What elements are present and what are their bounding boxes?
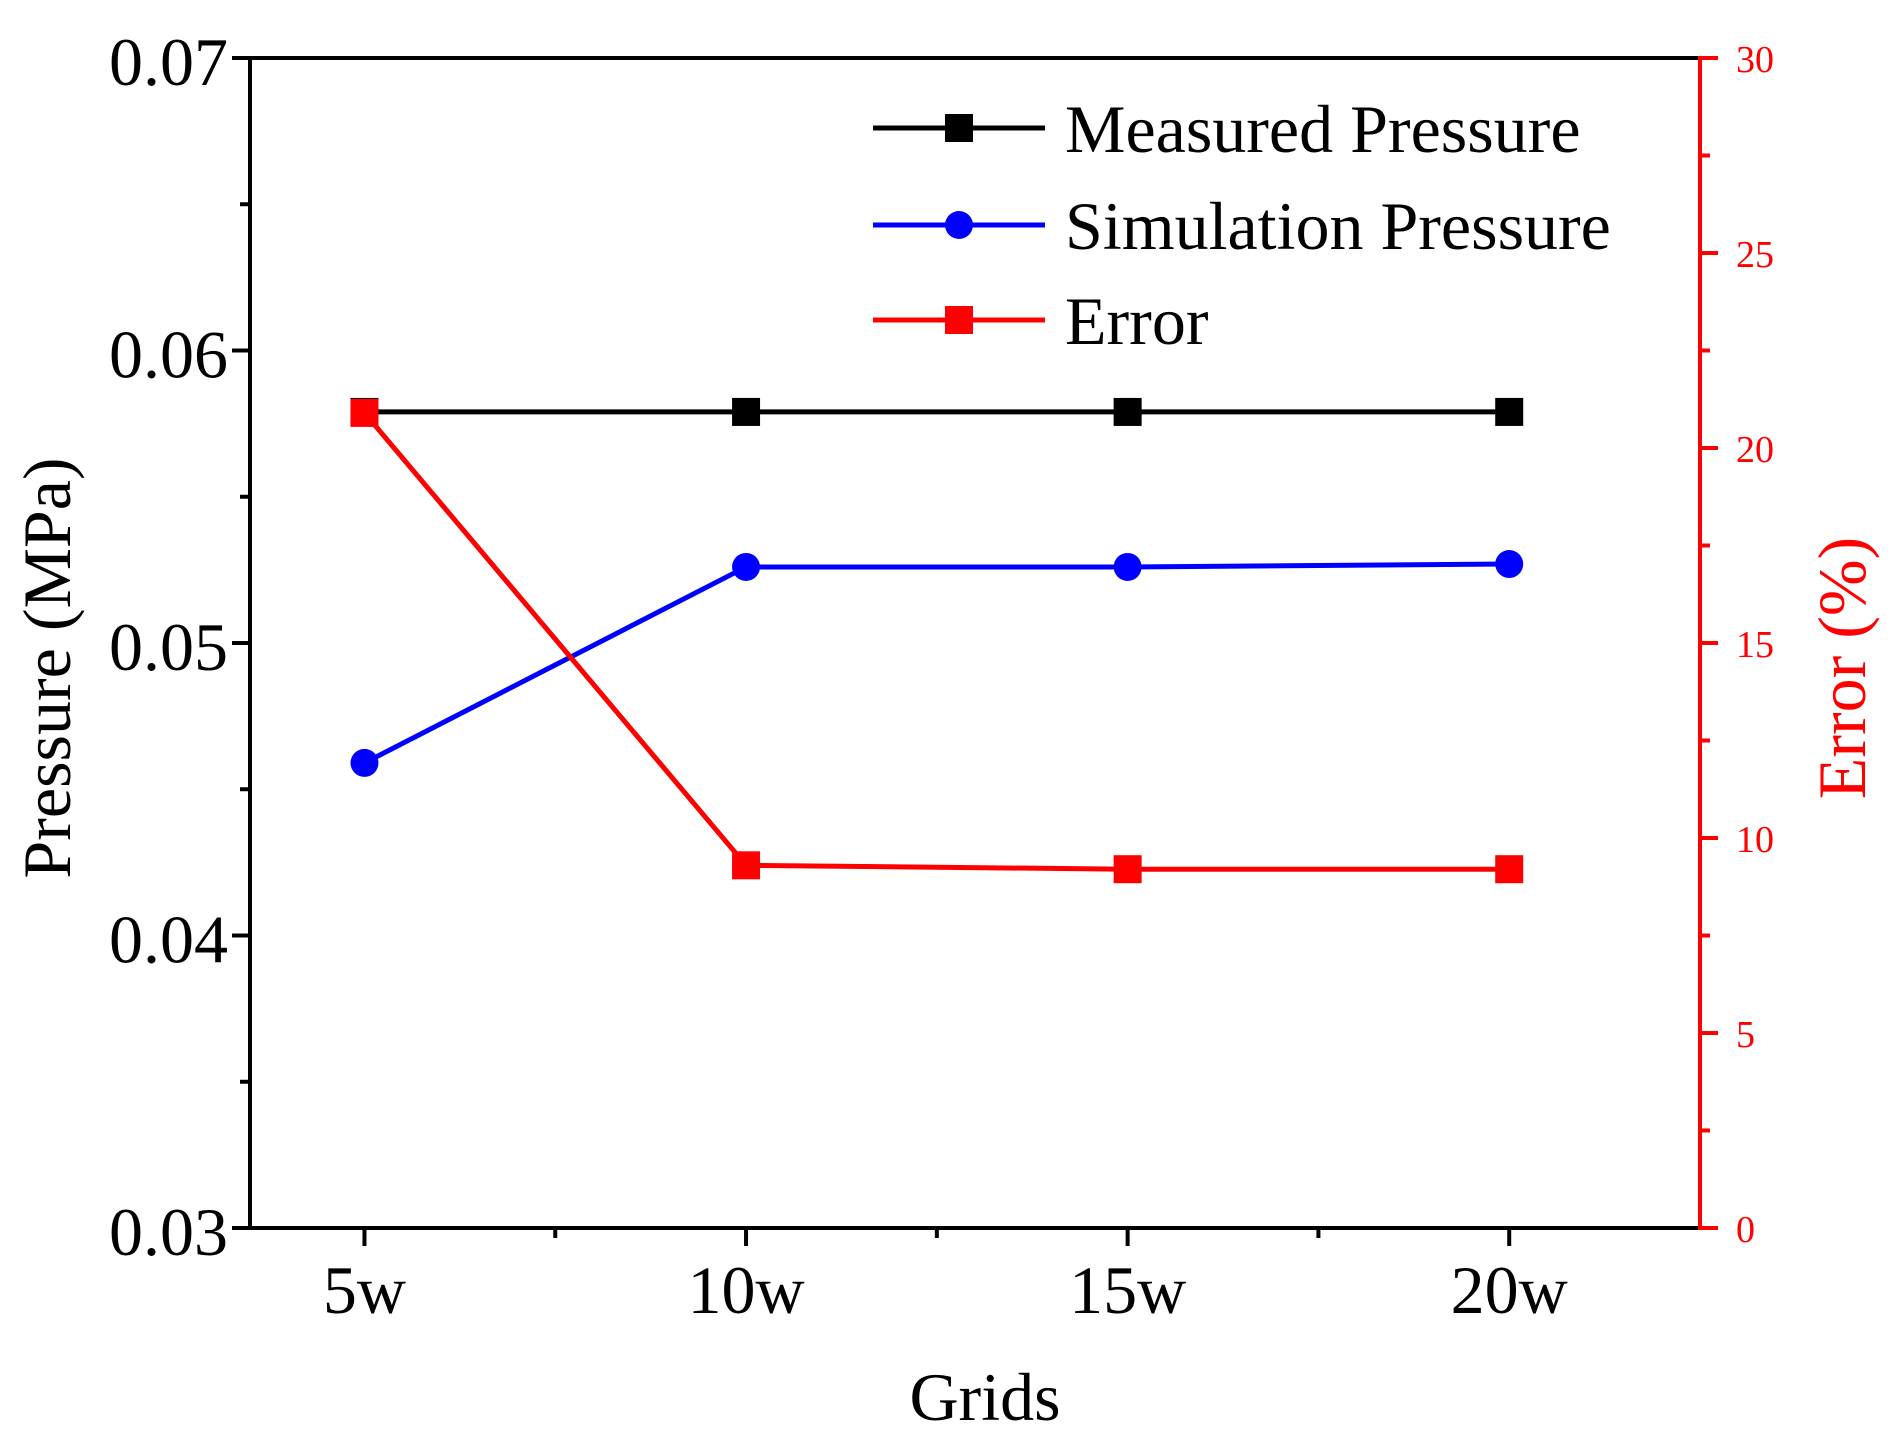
data-point-1-0 [350,748,379,777]
data-point-2-1 [732,851,761,880]
legend-marker-2 [945,306,973,334]
y-tick-label: 0.03 [109,1194,228,1270]
x-tick-label: 5w [323,1252,406,1328]
x-tick-label: 10w [687,1252,804,1328]
y2-tick-label: 25 [1736,234,1774,276]
data-point-2-0 [350,398,379,427]
y2-tick-label: 10 [1736,819,1774,861]
y-tick-label: 0.05 [109,609,228,685]
y2-tick-label: 30 [1736,39,1774,81]
y2-tick-label: 15 [1736,624,1774,666]
data-point-2-2 [1113,855,1142,884]
data-point-2-3 [1495,855,1524,884]
y-axis-title: Pressure (MPa) [9,457,85,878]
data-point-1-1 [732,552,761,581]
y-tick-label: 0.04 [109,902,228,978]
y2-tick-label: 20 [1736,429,1774,471]
series-line-1 [363,561,1510,766]
y-tick-label: 0.06 [109,317,228,393]
x-tick-label: 15w [1069,1252,1186,1328]
x-axis-title: Grids [909,1359,1060,1435]
x-tick-label: 20w [1451,1252,1568,1328]
y2-axis-title: Error (%) [1804,537,1880,799]
legend-label-0: Measured Pressure [1065,91,1581,167]
legend-marker-1 [945,211,973,239]
y-tick-label: 0.07 [109,24,228,100]
y2-tick-label: 5 [1736,1014,1755,1056]
legend-marker-0 [945,114,973,142]
legend-label-1: Simulation Pressure [1065,188,1611,264]
data-point-0-1 [732,397,761,426]
y2-tick-label: 0 [1736,1209,1755,1251]
legend-label-2: Error [1065,283,1209,359]
data-point-0-2 [1113,397,1142,426]
data-point-0-3 [1495,397,1524,426]
data-point-1-2 [1113,552,1142,581]
series-line-2 [362,411,1510,872]
data-point-1-3 [1495,550,1524,579]
